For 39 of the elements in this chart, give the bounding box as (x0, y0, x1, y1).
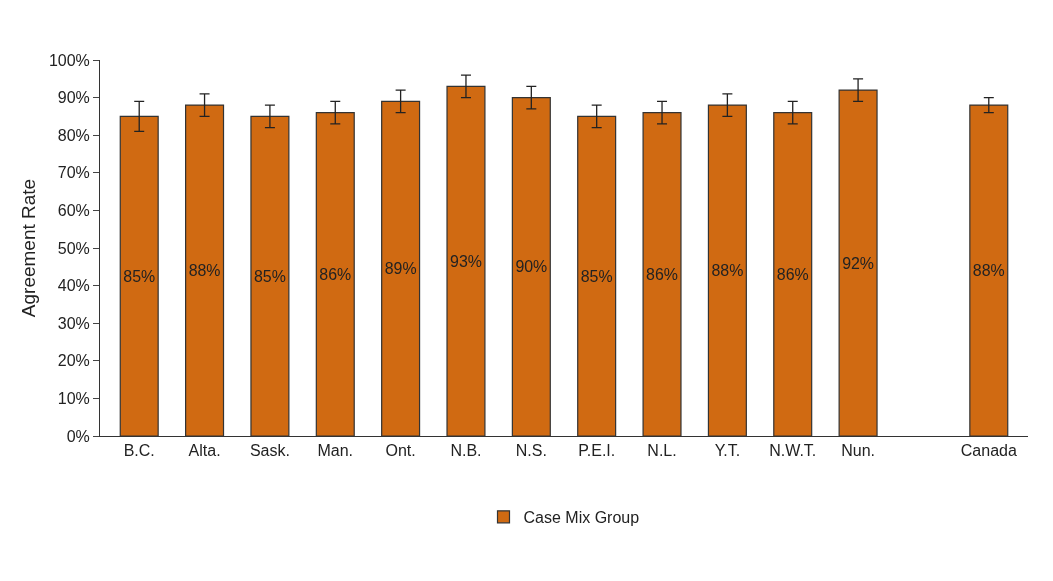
data-label: 93% (450, 252, 482, 270)
data-label: 86% (646, 265, 678, 283)
data-label: 85% (123, 267, 156, 285)
x-tick-label: Sask. (249, 442, 290, 460)
data-label: 92% (842, 254, 875, 272)
x-tick-label: Alta. (188, 442, 221, 460)
x-tick-label: Man. (317, 442, 354, 460)
y-tick-label: 60% (57, 202, 90, 219)
x-tick-label: N.B. (450, 442, 482, 460)
y-tick-label: 80% (57, 126, 90, 144)
data-label: 86% (776, 265, 809, 283)
y-axis-title: Agreement Rate (17, 178, 39, 318)
data-label: 88% (188, 262, 221, 280)
x-tick-label: N.L. (647, 442, 677, 460)
legend-label: Case Mix Group (523, 509, 640, 527)
x-tick-label: Canada (960, 442, 1017, 460)
data-label: 89% (384, 260, 417, 278)
x-tick-label: B.C. (123, 442, 155, 460)
x-tick-label: P.E.I. (578, 442, 616, 460)
data-label: 90% (515, 258, 548, 276)
y-tick-label: 40% (57, 277, 90, 295)
data-label: 85% (253, 267, 286, 285)
y-tick-label: 20% (57, 352, 90, 370)
y-tick-label: 10% (57, 390, 90, 407)
x-tick-label: N.S. (515, 442, 547, 460)
x-tick-label: N.W.T. (769, 442, 817, 460)
y-tick-label: 70% (57, 164, 90, 182)
x-tick-label: Nun. (841, 442, 875, 460)
y-tick-label: 90% (57, 89, 90, 107)
y-tick-label: 100% (48, 51, 90, 69)
data-label: 86% (319, 265, 352, 283)
x-tick-label: Ont. (385, 442, 416, 460)
data-label: 85% (580, 267, 613, 285)
y-tick-label: 30% (57, 314, 90, 332)
data-label: 88% (711, 262, 744, 280)
y-tick-label: 50% (57, 239, 90, 257)
y-tick-label: 0% (66, 427, 90, 445)
data-label: 88% (972, 262, 1005, 280)
x-tick-label: Y.T. (714, 442, 741, 460)
